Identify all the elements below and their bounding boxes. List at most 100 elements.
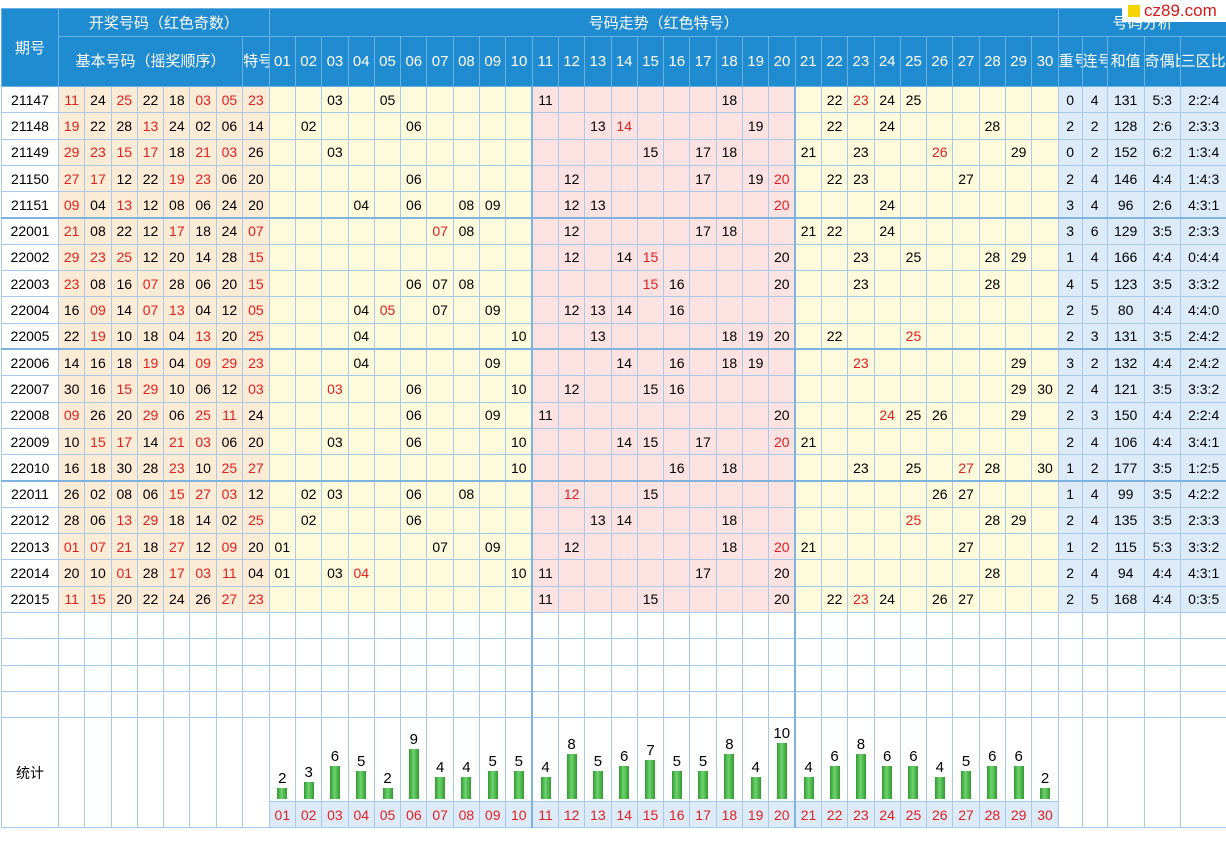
blank-cell [242, 611, 270, 640]
trend-cell-18 [715, 585, 744, 613]
blank-cell [952, 664, 980, 692]
special-number-cell: 20 [242, 427, 270, 456]
trend-cell-19 [742, 85, 770, 114]
trend-cell-22 [820, 191, 849, 219]
blank-cell [57, 690, 86, 719]
trend-cell-07 [426, 112, 454, 140]
basic-number-cell: 03 [215, 138, 244, 166]
bar-category-label: 07 [426, 801, 454, 829]
basic-number-cell: 04 [84, 191, 112, 219]
basic-number-cell: 04 [163, 322, 191, 350]
trend-cell-16 [663, 401, 691, 429]
trend-cell-29: 29 [1004, 375, 1033, 403]
trend-cell-14 [610, 454, 638, 482]
trend-cell-24: 24 [873, 585, 901, 613]
trend-cell-16: 16 [663, 454, 691, 482]
trend-cell-26: 26 [926, 138, 954, 166]
trend-cell-28 [978, 191, 1007, 219]
basic-number-cell: 30 [57, 375, 86, 403]
trend-cell-27 [952, 322, 980, 350]
trend-cell-10 [505, 296, 533, 324]
repeat-cell: 2 [1057, 164, 1083, 193]
blank-cell [505, 611, 533, 640]
bar-value-label: 4 [935, 758, 944, 776]
bar-value-label: 7 [646, 741, 655, 759]
trend-cell-29 [1004, 164, 1033, 193]
site-logo[interactable]: cz89.com [1122, 0, 1226, 22]
trend-cell-23: 23 [847, 138, 875, 166]
special-number-cell: 26 [242, 138, 270, 166]
trend-cell-05 [373, 506, 402, 535]
basic-number-cell: 19 [57, 112, 86, 140]
trend-cell-28 [978, 164, 1007, 193]
basic-number-cell: 18 [163, 506, 191, 535]
special-number-cell: 07 [242, 217, 270, 245]
sum-cell: 121 [1106, 375, 1145, 403]
consecutive-cell: 4 [1081, 427, 1108, 456]
blank-cell [742, 664, 770, 692]
trend-cell-23 [847, 296, 875, 324]
basic-number-cell: 06 [163, 401, 191, 429]
blank-cell [610, 638, 638, 666]
basic-number-cell: 21 [110, 533, 138, 561]
trend-cell-27 [952, 191, 980, 219]
header-num-26: 26 [926, 36, 954, 87]
blank-cell [57, 664, 86, 692]
blank-cell [452, 664, 481, 692]
odd-even-cell: 2:6 [1143, 191, 1181, 219]
sum-cell: 132 [1106, 348, 1145, 377]
header-num-15: 15 [636, 36, 665, 87]
trend-cell-17 [689, 270, 717, 298]
trend-cell-19 [742, 243, 770, 272]
bar [803, 776, 814, 800]
trend-cell-15: 15 [636, 375, 665, 403]
odd-even-cell: 5:3 [1143, 85, 1181, 114]
blank-cell [57, 717, 86, 829]
basic-number-cell: 28 [163, 270, 191, 298]
trend-cell-15 [636, 533, 665, 561]
basic-number-cell: 08 [163, 191, 191, 219]
trend-cell-14 [610, 401, 638, 429]
blank-cell [1143, 664, 1181, 692]
trend-cell-27 [952, 427, 980, 456]
trend-cell-26 [926, 296, 954, 324]
basic-number-cell: 26 [84, 401, 112, 429]
blank-cell [215, 611, 244, 640]
trend-cell-09 [479, 217, 507, 245]
zone-ratio-cell: 0:3:5 [1179, 585, 1226, 613]
blank-cell [505, 638, 533, 666]
basic-number-cell: 11 [57, 585, 86, 613]
basic-number-cell: 24 [163, 112, 191, 140]
trend-cell-29: 29 [1004, 506, 1033, 535]
basic-number-cell: 22 [136, 585, 165, 613]
table-row: 21151 09 04 13 12 08 06 24 20 04 06 08 09 12 13 20 24 3 4 9… [1, 191, 1226, 219]
trend-cell-27: 27 [952, 164, 980, 193]
trend-cell-19: 19 [742, 164, 770, 193]
header-num-18: 18 [715, 36, 744, 87]
basic-number-cell: 16 [84, 375, 112, 403]
trend-cell-24 [873, 243, 901, 272]
trend-cell-17 [689, 243, 717, 272]
odd-even-cell: 3:5 [1143, 217, 1181, 245]
bar-value-label: 6 [1014, 747, 1023, 765]
trend-cell-24 [873, 454, 901, 482]
table-row: 22007 30 16 15 29 10 06 12 03 03 06 10 12 15 16 29 30 2 4 1… [1, 375, 1226, 403]
trend-cell-06: 06 [400, 270, 428, 298]
trend-cell-21: 21 [794, 217, 822, 245]
blank-cell [689, 611, 717, 640]
trend-cell-04 [347, 533, 375, 561]
bar-value-label: 10 [773, 725, 791, 743]
trend-cell-18 [715, 243, 744, 272]
trend-cell-10: 10 [505, 322, 533, 350]
trend-cell-12 [557, 401, 586, 429]
blank-cell [768, 638, 796, 666]
basic-number-cell: 09 [84, 296, 112, 324]
basic-number-cell: 09 [57, 401, 86, 429]
blank-cell [84, 611, 112, 640]
blank-cell [505, 664, 533, 692]
basic-number-cell: 17 [163, 559, 191, 587]
basic-number-cell: 17 [110, 427, 138, 456]
trend-cell-27 [952, 85, 980, 114]
trend-cell-07: 07 [426, 533, 454, 561]
trend-cell-21 [794, 112, 822, 140]
